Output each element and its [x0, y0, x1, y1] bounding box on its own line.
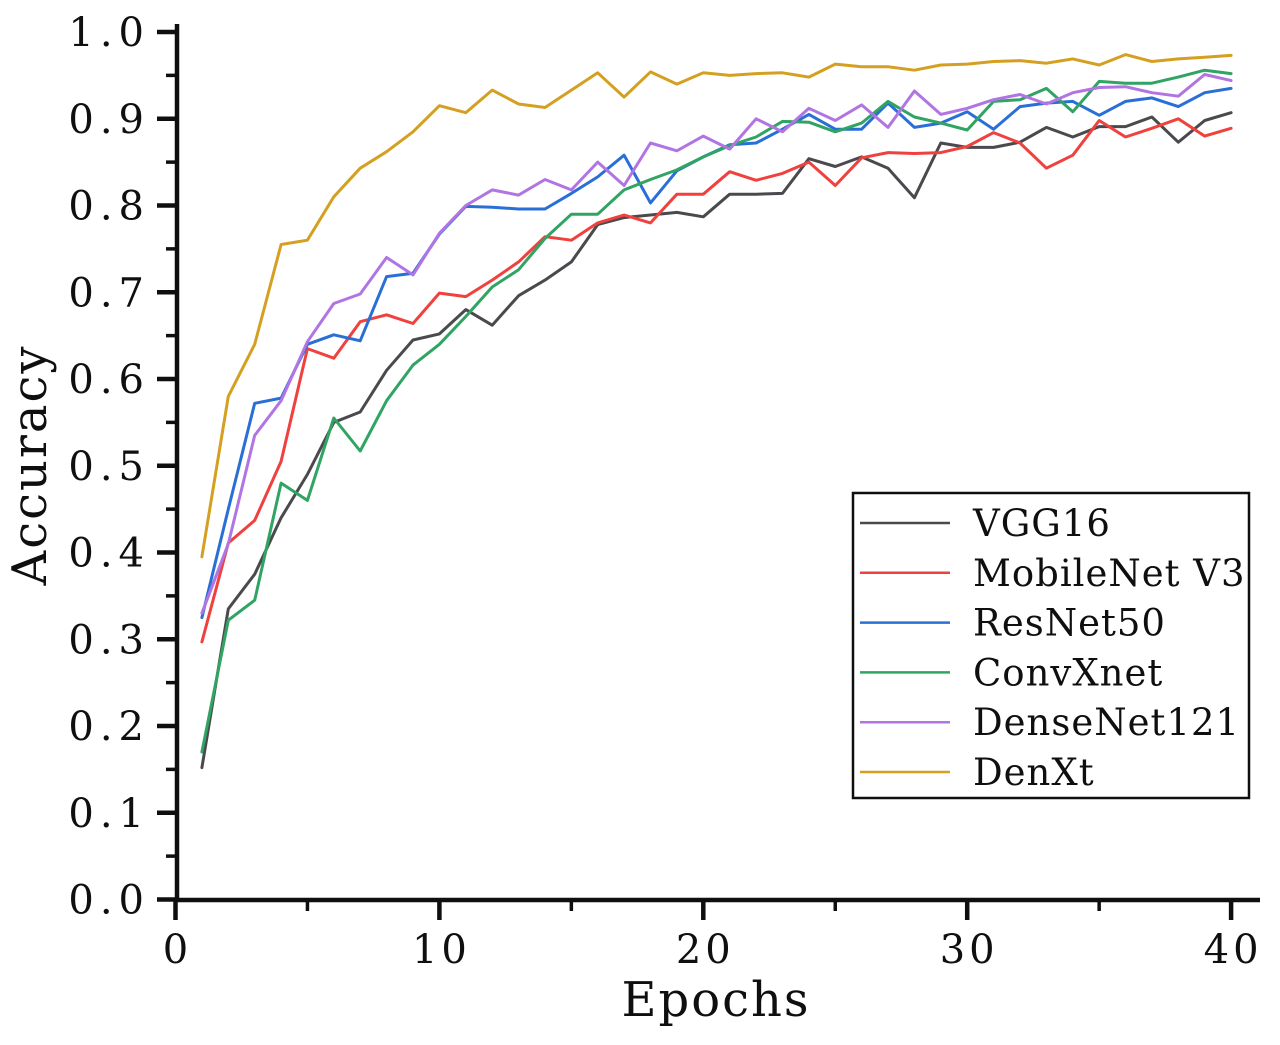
- y-tick-label: 0.8: [68, 184, 150, 230]
- y-axis-title: Accuracy: [2, 345, 58, 587]
- legend-label: DenseNet121: [973, 701, 1240, 744]
- x-tick-label: 30: [940, 927, 999, 973]
- legend-item: DenseNet121: [860, 701, 1240, 744]
- legend-item: ConvXnet: [860, 651, 1163, 694]
- x-tick-label: 10: [412, 927, 471, 973]
- series-line-densenet121: [200, 73, 1233, 615]
- legend-label: ConvXnet: [973, 651, 1163, 694]
- legend-item: VGG16: [860, 502, 1111, 545]
- legend-label: ResNet50: [973, 602, 1166, 645]
- y-tick-label: 0.9: [68, 97, 150, 143]
- legend-item: MobileNet V3: [860, 552, 1246, 595]
- x-axis-title: Epochs: [621, 972, 810, 1028]
- legend-label: VGG16: [972, 502, 1111, 545]
- series-line-mobilenet-v3: [200, 117, 1233, 644]
- legend-item: ResNet50: [860, 602, 1166, 645]
- x-tick-label: 0: [163, 927, 192, 973]
- y-tick-label: 0.0: [68, 878, 150, 924]
- series-line-denxt: [200, 53, 1233, 559]
- legend-item: DenXt: [860, 751, 1095, 794]
- legend-label: DenXt: [973, 751, 1095, 794]
- legend-label: MobileNet V3: [973, 552, 1246, 595]
- y-tick-label: 0.5: [68, 444, 150, 490]
- series-line-vgg16: [200, 111, 1233, 770]
- y-tick-label: 0.3: [68, 617, 150, 663]
- y-tick-label: 0.2: [68, 704, 150, 750]
- y-tick-label: 0.1: [68, 791, 150, 837]
- y-tick-label: 0.7: [68, 270, 150, 316]
- y-tick-label: 0.4: [68, 531, 150, 577]
- x-tick-label: 20: [676, 927, 735, 973]
- legend: VGG16 MobileNet V3 ResNet50 ConvXnet DenseNe…: [851, 491, 1251, 800]
- y-tick-label: 1.0: [68, 10, 150, 56]
- legend-box: [851, 491, 1251, 800]
- y-tick-label: 0.6: [68, 357, 150, 403]
- series-line-convxnet: [200, 68, 1233, 754]
- x-tick-label: 40: [1204, 927, 1263, 973]
